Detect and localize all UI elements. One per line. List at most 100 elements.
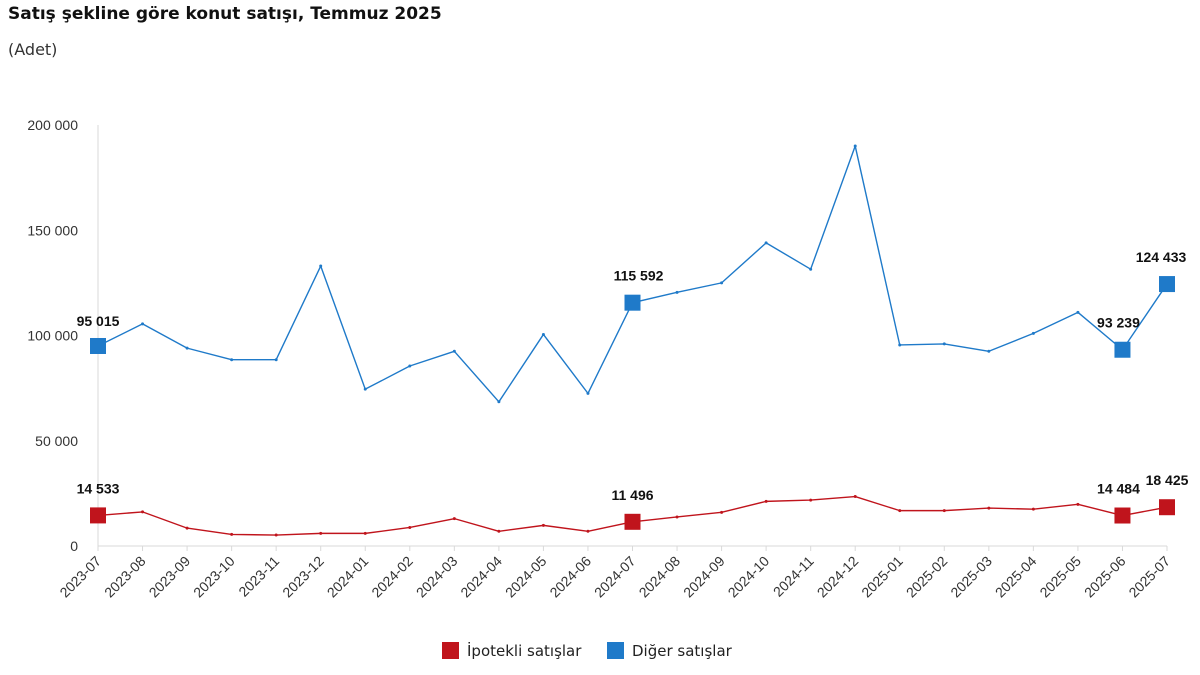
x-tick-label: 2024-07	[591, 553, 639, 601]
data-label: 11 496	[611, 487, 653, 503]
legend-swatch	[607, 642, 624, 659]
marker-square	[624, 513, 641, 530]
y-tick-label: 0	[70, 538, 78, 554]
data-point	[720, 281, 724, 285]
x-tick-label: 2025-05	[1036, 553, 1084, 601]
x-tick-label: 2024-11	[770, 553, 817, 600]
marker-square	[624, 294, 641, 311]
data-point	[764, 241, 768, 245]
data-point	[497, 529, 501, 533]
x-tick-label: 2024-12	[814, 553, 862, 601]
series-ipotekli	[90, 495, 1175, 537]
data-point	[363, 531, 367, 535]
marker-square	[1159, 276, 1175, 293]
data-point	[185, 346, 189, 350]
data-point	[274, 533, 278, 537]
x-axis: 2023-072023-082023-092023-102023-112023-…	[56, 545, 1173, 601]
data-point	[720, 510, 724, 514]
x-tick-label: 2024-09	[680, 553, 728, 601]
data-label: 115 592	[614, 268, 664, 284]
x-tick-label: 2025-03	[947, 553, 995, 601]
data-point	[809, 267, 813, 271]
data-point	[141, 510, 145, 514]
data-point	[898, 509, 902, 513]
x-tick-label: 2023-10	[190, 553, 238, 601]
data-point	[586, 529, 590, 533]
legend-swatch	[442, 642, 459, 659]
marker-square	[90, 507, 106, 524]
data-point	[363, 387, 367, 391]
x-tick-label: 2023-11	[235, 553, 282, 600]
data-point	[274, 358, 278, 362]
data-point	[898, 343, 902, 347]
data-point	[987, 349, 991, 353]
legend: İpotekli satışlar Diğer satışlar	[442, 641, 733, 660]
marker-square	[1159, 499, 1175, 516]
data-point	[764, 499, 768, 503]
data-label: 14 533	[77, 480, 120, 496]
data-point	[230, 358, 234, 362]
x-tick-label: 2025-07	[1125, 553, 1173, 601]
x-tick-label: 2024-03	[413, 553, 461, 601]
x-tick-label: 2024-08	[636, 553, 684, 601]
data-label: 124 433	[1136, 249, 1187, 265]
data-point	[230, 532, 234, 536]
data-point	[408, 364, 412, 368]
y-tick-label: 100 000	[27, 328, 78, 344]
marker-square	[1114, 507, 1131, 524]
chart-subtitle: (Adet)	[8, 40, 58, 59]
legend-label: Diğer satışlar	[632, 642, 733, 660]
series-layer	[90, 144, 1175, 537]
x-tick-label: 2024-10	[725, 553, 773, 601]
x-tick-label: 2023-09	[146, 553, 194, 601]
data-point	[141, 322, 145, 326]
x-tick-label: 2023-08	[101, 553, 149, 601]
legend-item-ipotekli: İpotekli satışlar	[442, 641, 582, 660]
x-tick-label: 2025-01	[858, 553, 906, 601]
data-point	[586, 391, 590, 395]
x-tick-label: 2024-02	[368, 553, 416, 601]
x-tick-label: 2024-06	[546, 553, 594, 601]
data-point	[675, 290, 679, 294]
data-labels: 14 533 11 496 14 484 18 425 95 015 115 592 93 …	[77, 249, 1189, 503]
x-tick-label: 2025-02	[903, 553, 951, 601]
data-point	[853, 495, 857, 499]
data-point	[1076, 502, 1080, 506]
x-tick-label: 2023-12	[279, 553, 327, 601]
data-point	[809, 498, 813, 502]
y-tick-label: 200 000	[27, 117, 78, 133]
y-tick-label: 50 000	[35, 433, 78, 449]
data-point	[408, 525, 412, 529]
data-label: 14 484	[1097, 481, 1140, 497]
y-tick-label: 150 000	[27, 222, 78, 238]
data-point	[541, 523, 545, 527]
data-point	[853, 144, 857, 148]
x-tick-label: 2025-04	[992, 553, 1040, 601]
data-point	[319, 531, 323, 535]
x-tick-label: 2024-05	[502, 553, 550, 601]
y-axis: 0 50 000 100 000 150 000 200 000	[27, 117, 99, 554]
chart-title: Satış şekline göre konut satışı, Temmuz …	[8, 4, 442, 24]
marker-square	[90, 337, 106, 354]
data-point	[1031, 507, 1035, 511]
data-point	[452, 349, 456, 353]
legend-label: İpotekli satışlar	[467, 641, 582, 660]
data-point	[541, 332, 545, 336]
data-point	[675, 515, 679, 519]
data-point	[185, 526, 189, 530]
data-point	[319, 264, 323, 268]
data-point	[942, 509, 946, 513]
legend-item-diger: Diğer satışlar	[607, 642, 733, 660]
x-tick-label: 2023-07	[56, 553, 104, 601]
data-point	[452, 517, 456, 521]
x-tick-label: 2024-04	[457, 553, 505, 601]
data-label: 93 239	[1097, 315, 1140, 331]
data-point	[1076, 310, 1080, 314]
data-point	[497, 400, 501, 404]
data-label: 18 425	[1146, 472, 1189, 488]
x-tick-label: 2024-01	[324, 553, 372, 601]
data-label: 95 015	[77, 313, 120, 329]
x-tick-label: 2025-06	[1081, 553, 1129, 601]
data-point	[942, 342, 946, 346]
